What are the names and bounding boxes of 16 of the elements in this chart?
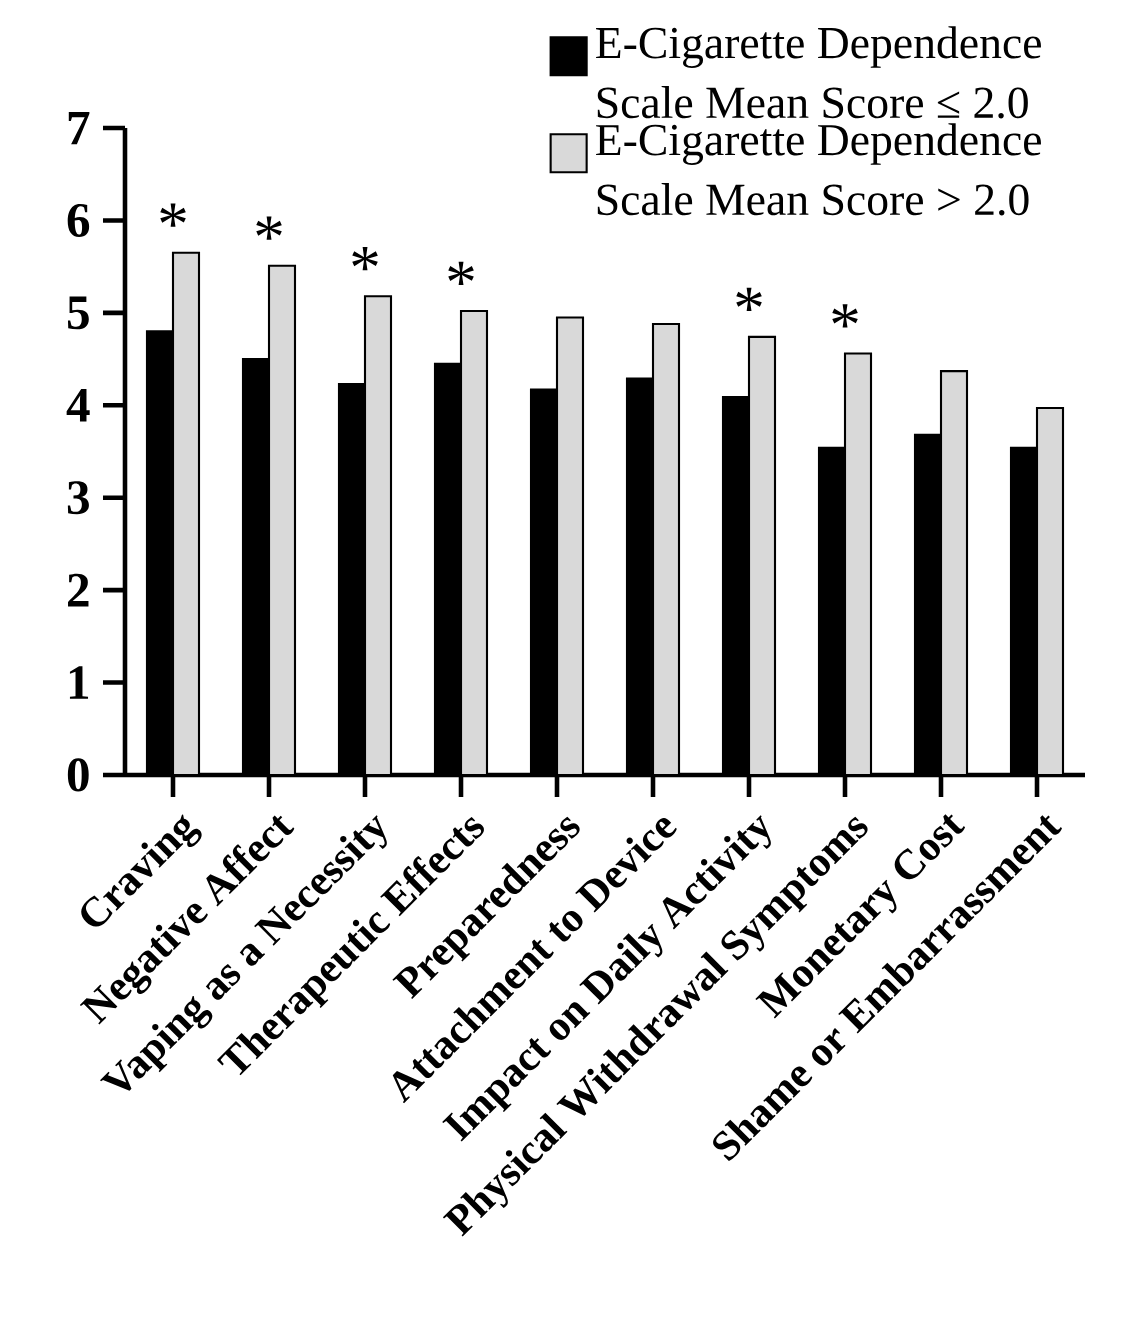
y-tick-label: 0 <box>67 758 89 792</box>
y-tick-label: 2 <box>68 573 89 607</box>
y-tick-label: 6 <box>67 203 90 237</box>
legend-label: E-Cigarette Dependence Scale Mean Score > 2.0 <box>596 123 1041 216</box>
annotation: * <box>256 216 282 240</box>
y-tick-label: 5 <box>67 296 89 330</box>
y-tick-label: 4 <box>66 389 90 422</box>
y-tick-label: 3 <box>67 481 89 515</box>
y-tick-label: 1 <box>69 666 89 699</box>
annotation: * <box>832 304 858 328</box>
annotation: * <box>448 261 474 286</box>
annotation: * <box>160 203 186 227</box>
annotation: * <box>736 287 762 311</box>
y-tick-label: 7 <box>68 111 90 145</box>
annotation: * <box>352 247 378 271</box>
legend-label: E-Cigarette Dependence Scale Mean Score ≤ 2.0 <box>596 26 1041 119</box>
